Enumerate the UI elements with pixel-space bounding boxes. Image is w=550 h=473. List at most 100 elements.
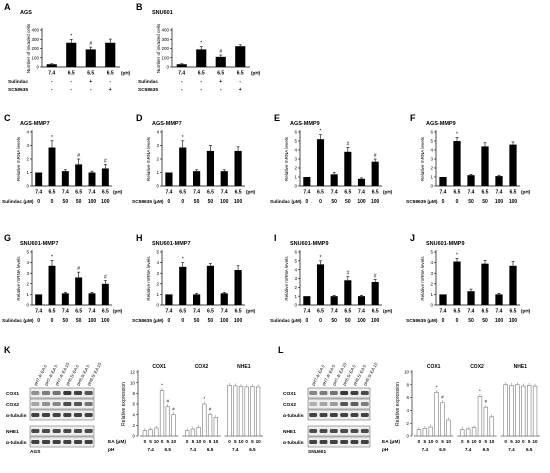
x-tick-label: 7.4 (89, 309, 96, 315)
x-unit-label: (pH) (121, 71, 131, 76)
x-tick-label: 7.4 (35, 190, 42, 196)
x-tick-label: 7.4 (178, 71, 185, 77)
bar (481, 263, 489, 305)
bar (357, 178, 366, 186)
band-label: NHE1 (6, 429, 19, 435)
y-tick-label: 0 (430, 184, 433, 189)
significance-star: * (51, 254, 53, 260)
y-tick-label: 2 (133, 423, 136, 428)
band-label: α-tubulin (6, 440, 27, 446)
y-tick-label: 1 (156, 292, 159, 297)
y-axis-label: Relative mRNA levels (420, 136, 425, 181)
blot-band (329, 402, 338, 406)
treatment-mark: - (200, 87, 202, 93)
blot-band (52, 429, 61, 433)
significance-star: * (182, 135, 184, 141)
ea-value: 0 (522, 439, 525, 444)
ph-value: 7.4 (508, 447, 515, 452)
y-tick-label: 10 (130, 380, 135, 385)
bar (196, 49, 207, 67)
blot-strip (29, 436, 95, 448)
band-label: α-tubulin (283, 413, 304, 419)
chart-f: 0 1 2 3 4 5 6 Relative mRNA levels 7.4 * 6.5 7.4 6.5… (406, 130, 531, 205)
y-tick-label: 10 (404, 370, 409, 375)
y-tick-label: 4 (430, 260, 433, 265)
blot-band (84, 440, 93, 444)
x-tick-label: 7.4 (48, 71, 55, 77)
y-tick-label: 4 (407, 408, 410, 413)
significance-hash: # (219, 49, 222, 55)
ea-value: 5 (467, 439, 470, 444)
treatment-mark: + (219, 79, 222, 85)
significance-star: * (479, 388, 481, 393)
bar (35, 172, 43, 186)
ea-label: EA (μM) (382, 439, 400, 445)
bar (465, 428, 471, 437)
x-unit-label: (pH) (246, 190, 256, 195)
blot-band (340, 429, 349, 433)
bar (244, 386, 249, 437)
blot-band (340, 413, 349, 417)
blot-band (360, 440, 369, 444)
bar (238, 386, 244, 437)
chart-c: 0 1 2 3 4 Relative mRNA levels 7.4 * 6.5 7.4 #6.5 7… (2, 130, 123, 205)
treatment-mark: - (51, 79, 53, 85)
y-tick-label: 1 (430, 292, 433, 297)
dose-value: 0 (319, 318, 322, 324)
blot-band (63, 429, 72, 433)
bar (101, 168, 109, 186)
x-unit-label: (pH) (521, 309, 531, 314)
bar (88, 172, 96, 186)
blot-band (329, 429, 338, 433)
bar (234, 150, 242, 186)
x-tick-label: 6.5 (198, 71, 205, 77)
bar (439, 177, 447, 186)
blot-band (84, 413, 93, 417)
dose-value: 0 (181, 199, 184, 205)
bar (509, 265, 517, 305)
x-unit-label: (pH) (521, 190, 531, 195)
x-unit-label: (pH) (383, 309, 393, 314)
x-tick-label: 6.5 (87, 71, 94, 77)
bar (503, 384, 508, 437)
x-unit-label: (pH) (251, 71, 261, 76)
y-tick-label: 300 (31, 37, 39, 42)
bar (101, 283, 109, 305)
bar (428, 426, 433, 437)
ea-value: 10 (256, 439, 262, 444)
y-tick-label: 0 (294, 303, 297, 308)
bar (303, 296, 311, 305)
dose-value: 0 (442, 318, 445, 324)
y-axis-label: Relative expression (395, 382, 401, 426)
ea-value: 0 (203, 439, 206, 444)
ea-value: 0 (479, 439, 482, 444)
y-tick-label: 6 (430, 130, 433, 135)
band-label: COX2 (6, 402, 19, 408)
bar (192, 294, 201, 305)
dose-label: Sulindac (μM) (2, 199, 34, 205)
y-tick-label: 3 (26, 143, 29, 148)
bar (316, 264, 325, 305)
bar (206, 150, 215, 186)
y-tick-label: 1 (156, 170, 159, 175)
bar (105, 42, 116, 67)
dose-value: 100 (509, 199, 518, 205)
group-title: NHE1 (514, 364, 528, 370)
ph-value: 7.4 (465, 447, 472, 452)
x-tick-label: 7.4 (496, 190, 503, 196)
treatment-mark: - (200, 79, 202, 85)
y-tick-label: 5 (294, 258, 297, 263)
blot-band (63, 402, 72, 406)
group-title: COX2 (470, 364, 484, 370)
x-tick-label: 7.4 (303, 309, 310, 315)
y-tick-label: 3 (294, 157, 297, 162)
dose-value: 0 (51, 199, 54, 205)
bar (165, 406, 170, 437)
x-tick-label: 7.4 (62, 309, 69, 315)
ph-label: pH (382, 447, 389, 453)
blot-band (31, 440, 40, 444)
dose-value: 0 (51, 318, 54, 324)
dose-value: 0 (37, 318, 40, 324)
dose-value: 50 (76, 318, 82, 324)
